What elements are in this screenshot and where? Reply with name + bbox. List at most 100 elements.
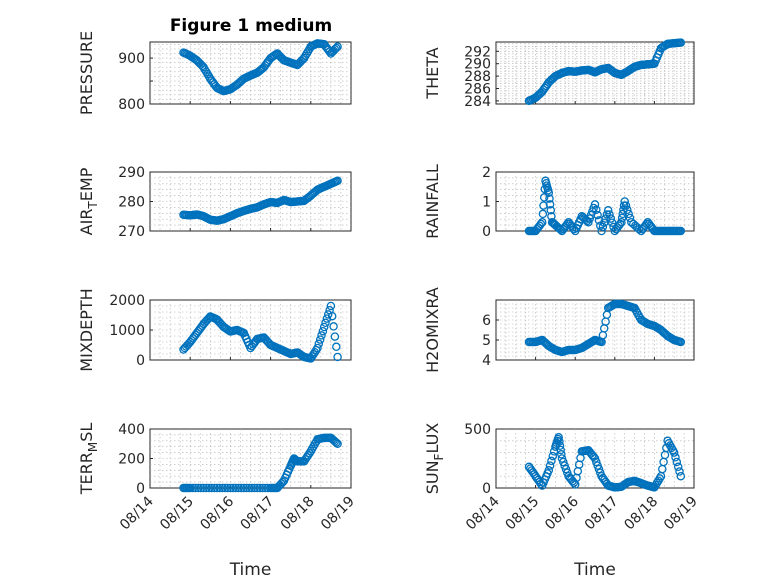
- y-axis-label-tail: LUX: [423, 423, 442, 454]
- data-point: [554, 433, 563, 442]
- y-tick-label: 280: [118, 195, 145, 211]
- subplot-7: 0 200 400 08/14 08/15 08/16 08/17 08/18 08/19 Tim…: [77, 422, 358, 580]
- y-axis-label: MIXDEPTH: [77, 288, 96, 371]
- data-point: [676, 337, 686, 347]
- data-point: [332, 438, 341, 447]
- data-point: [236, 483, 246, 493]
- y-axis-label: SUNFLUX: [423, 423, 446, 495]
- data-point: [193, 483, 203, 493]
- x-tick-label: 08/15: [503, 494, 543, 534]
- y-tick-label: 0: [136, 481, 145, 497]
- y-axis-label-main: SUN: [423, 460, 442, 494]
- y-tick-label: 1000: [109, 323, 145, 339]
- y-axis-label-main: MIXDEPTH: [77, 288, 96, 371]
- data-point: [599, 218, 609, 227]
- data-point: [536, 219, 546, 229]
- subplot-1: 800 900 PRESSURE: [77, 31, 352, 115]
- data-point: [306, 354, 316, 363]
- data-point: [315, 335, 325, 344]
- data-point: [318, 326, 328, 336]
- y-tick-label: 2000: [109, 293, 145, 309]
- y-tick-label: 6: [482, 313, 491, 329]
- y-tick-label: 5: [482, 333, 491, 349]
- y-axis-label-main: H2OMIXRA: [423, 287, 442, 373]
- x-tick-label: 08/18: [278, 494, 318, 534]
- data-point: [582, 216, 592, 226]
- data-point: [231, 483, 241, 493]
- data-point: [250, 483, 259, 493]
- data-point: [555, 441, 565, 451]
- data-points: [524, 176, 686, 236]
- data-point: [619, 205, 628, 215]
- y-tick-label: 290: [118, 165, 145, 181]
- y-axis-label-main: RAINFALL: [423, 164, 442, 239]
- data-point: [537, 217, 547, 227]
- data-point: [545, 461, 555, 470]
- y-tick-label: 290: [464, 57, 491, 73]
- data-point: [330, 45, 340, 54]
- data-point: [617, 213, 627, 223]
- x-tick-label: 08/17: [582, 494, 622, 534]
- data-point: [555, 437, 564, 446]
- data-point: [228, 483, 238, 493]
- x-tick-label: 08/16: [197, 493, 237, 533]
- x-axis-label: Time: [229, 560, 272, 580]
- data-point: [606, 214, 616, 223]
- data-point: [617, 217, 626, 227]
- data-point: [545, 194, 554, 203]
- data-point: [327, 311, 337, 321]
- data-point: [210, 483, 219, 493]
- y-axis-label-subscript: M: [86, 442, 100, 452]
- data-point: [669, 448, 679, 457]
- y-axis-label-main: TERR: [77, 452, 96, 495]
- data-point: [594, 464, 604, 474]
- grid: [150, 429, 351, 488]
- data-point: [333, 352, 342, 362]
- data-point: [538, 209, 548, 219]
- data-point: [676, 38, 686, 47]
- data-point: [218, 483, 227, 493]
- data-point: [202, 483, 211, 493]
- y-tick-label: 0: [482, 481, 491, 497]
- data-point: [621, 201, 631, 210]
- data-point: [191, 483, 200, 493]
- y-tick-label: 400: [118, 422, 145, 438]
- data-point: [313, 343, 322, 353]
- data-points: [179, 433, 342, 493]
- y-tick-label: 800: [118, 97, 145, 113]
- data-point: [188, 483, 198, 493]
- y-axis-label-main: AIR: [77, 209, 96, 236]
- data-point: [597, 226, 606, 236]
- x-tick-label: 08/14: [117, 493, 157, 533]
- data-point: [561, 464, 571, 474]
- data-point: [244, 483, 254, 493]
- y-axis-label-subscript: T: [86, 201, 100, 210]
- x-tick-label: 08/15: [157, 494, 197, 534]
- data-point: [321, 318, 330, 328]
- data-point: [544, 466, 554, 475]
- data-point: [333, 42, 342, 51]
- data-point: [332, 342, 341, 352]
- data-point: [319, 322, 329, 332]
- data-point: [605, 210, 614, 219]
- data-point: [314, 339, 324, 349]
- y-tick-label: 292: [464, 44, 491, 60]
- data-point: [247, 483, 257, 493]
- y-tick-label: 500: [464, 422, 491, 438]
- y-tick-label: 284: [464, 94, 491, 110]
- y-axis-label-main: PRESSURE: [77, 31, 96, 115]
- data-point: [329, 322, 338, 331]
- data-point: [592, 457, 601, 467]
- data-point: [593, 210, 602, 220]
- y-tick-label: 286: [464, 82, 491, 98]
- data-point: [303, 451, 313, 460]
- subplot-5: 0 1000 2000 MIXDEPTH: [77, 288, 352, 372]
- data-point: [199, 483, 208, 493]
- y-tick-label: 2: [482, 165, 491, 181]
- y-axis-label-tail: EMP: [77, 167, 96, 201]
- x-tick-label: 08/16: [542, 493, 582, 533]
- x-tick-label: 08/17: [238, 494, 278, 534]
